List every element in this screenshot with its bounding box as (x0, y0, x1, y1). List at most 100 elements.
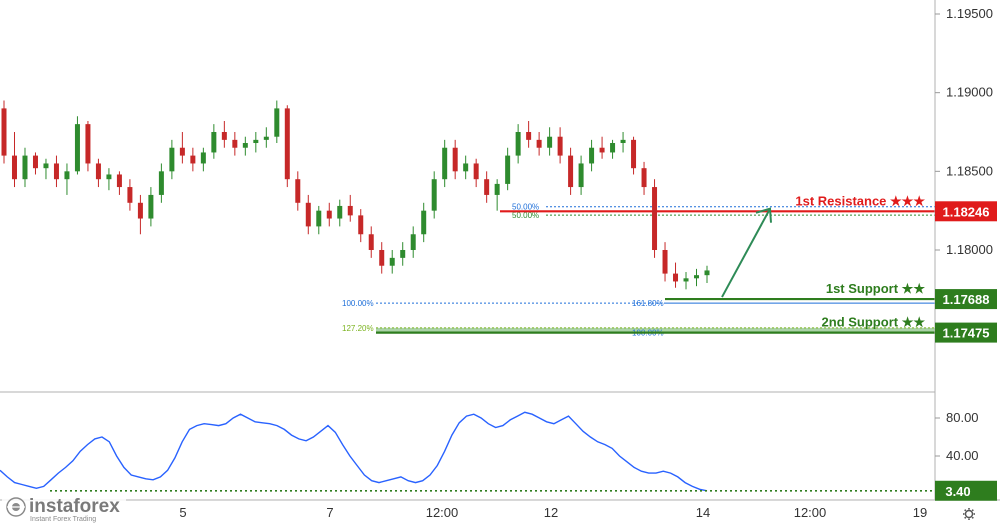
x-tick-label: 7 (326, 505, 333, 520)
x-tick-label: 5 (179, 505, 186, 520)
candle-body (316, 210, 322, 227)
candle-body (410, 234, 416, 250)
level-label: 2nd Support ★★ (822, 315, 926, 330)
candle-body (536, 139, 542, 148)
candle-body (169, 147, 175, 172)
candle-body (1, 108, 7, 156)
candle-body (295, 179, 301, 203)
candle-body (179, 147, 185, 156)
candle-body (421, 210, 427, 235)
y-tick-label: 1.19500 (946, 6, 993, 21)
candle-body (652, 187, 658, 250)
candle-body (694, 275, 700, 279)
candle-body (568, 155, 574, 188)
candle-body (253, 139, 259, 144)
instaforex-logo: instaforex Instant Forex Trading (2, 492, 126, 524)
candle-body (43, 163, 49, 169)
candle-body (641, 168, 647, 188)
level-tag (935, 289, 997, 310)
candle-body (557, 136, 563, 156)
oscillator-line (0, 411, 708, 492)
logo-mark-icon (6, 497, 26, 517)
candle-body (116, 174, 122, 188)
candle-body (53, 163, 59, 180)
y-tick-label: 1.18500 (946, 163, 993, 178)
candle-body (589, 147, 595, 164)
x-tick-label: 12:00 (794, 505, 827, 520)
level-label: 1st Support ★★ (826, 281, 925, 296)
candle-body (505, 155, 511, 184)
candle-body (683, 278, 689, 282)
level-value: 1.17475 (943, 326, 990, 341)
x-tick-label: 19 (913, 505, 927, 520)
oscillator-value-tag (935, 480, 997, 501)
candle-body (473, 163, 479, 180)
candle-body (400, 249, 406, 258)
candle-body (337, 205, 343, 219)
level-tag (935, 201, 997, 222)
candle-body (662, 249, 668, 274)
candle-body (22, 155, 28, 180)
fib-label: 50.00% (512, 211, 539, 220)
candle-body (379, 249, 385, 266)
fib-label: 161.80% (632, 299, 664, 308)
candle-body (200, 152, 206, 164)
logo-brand: instaforex (29, 496, 120, 517)
x-tick-label: 12:00 (426, 505, 459, 520)
candle-body (358, 215, 364, 235)
candle-body (673, 273, 679, 282)
level-value: 1.18246 (943, 204, 990, 219)
candle-body (347, 205, 353, 216)
candle-body (158, 171, 164, 195)
support-zone (376, 327, 935, 333)
candle-body (578, 163, 584, 188)
fib-label: 50.00% (512, 203, 539, 212)
level-value: 1.17688 (943, 292, 990, 307)
candle-body (620, 139, 626, 144)
candle-body (211, 131, 217, 153)
candle-body (526, 131, 532, 140)
y-tick-label: 1.19000 (946, 85, 993, 100)
candle-body (442, 147, 448, 180)
candle-body (11, 155, 17, 180)
candle-body (127, 187, 133, 203)
candle-body (431, 179, 437, 211)
candle-body (305, 202, 311, 227)
candle-body (494, 183, 500, 195)
y-tick-label: 1.18000 (946, 242, 993, 257)
candle-body (190, 155, 196, 164)
candle-body (452, 147, 458, 172)
candle-body (32, 155, 38, 169)
candle-body (85, 124, 91, 164)
fib-label: 100.00% (342, 299, 374, 308)
candle-body (484, 179, 490, 195)
osc-y-tick-label: 40.00 (946, 448, 979, 463)
candle-body (64, 171, 70, 180)
candle-body (232, 139, 238, 148)
logo-tagline: Instant Forex Trading (30, 516, 96, 523)
candle-body (463, 163, 469, 172)
candle-body (263, 136, 269, 140)
candle-body (221, 131, 227, 140)
oscillator-value: 3.40 (945, 484, 970, 499)
candle-body (148, 194, 154, 219)
candle-body (74, 124, 80, 172)
projection-arrow (721, 208, 771, 298)
x-tick-label: 12 (544, 505, 558, 520)
candle-body (242, 143, 248, 148)
candle-body (368, 234, 374, 250)
gear-icon[interactable] (963, 508, 975, 520)
x-tick-label: 14 (696, 505, 710, 520)
candle-body (137, 202, 143, 219)
fib-label: 127.20% (342, 324, 374, 333)
candle-body (284, 108, 290, 180)
level-label: 1st Resistance ★★★ (795, 193, 925, 208)
candle-body (389, 257, 395, 266)
candle-body (95, 163, 101, 180)
osc-y-tick-label: 80.00 (946, 410, 979, 425)
candle-body (326, 210, 332, 219)
projection-arrowhead (755, 207, 772, 223)
candle-body (274, 108, 280, 137)
candle-body (631, 139, 637, 169)
